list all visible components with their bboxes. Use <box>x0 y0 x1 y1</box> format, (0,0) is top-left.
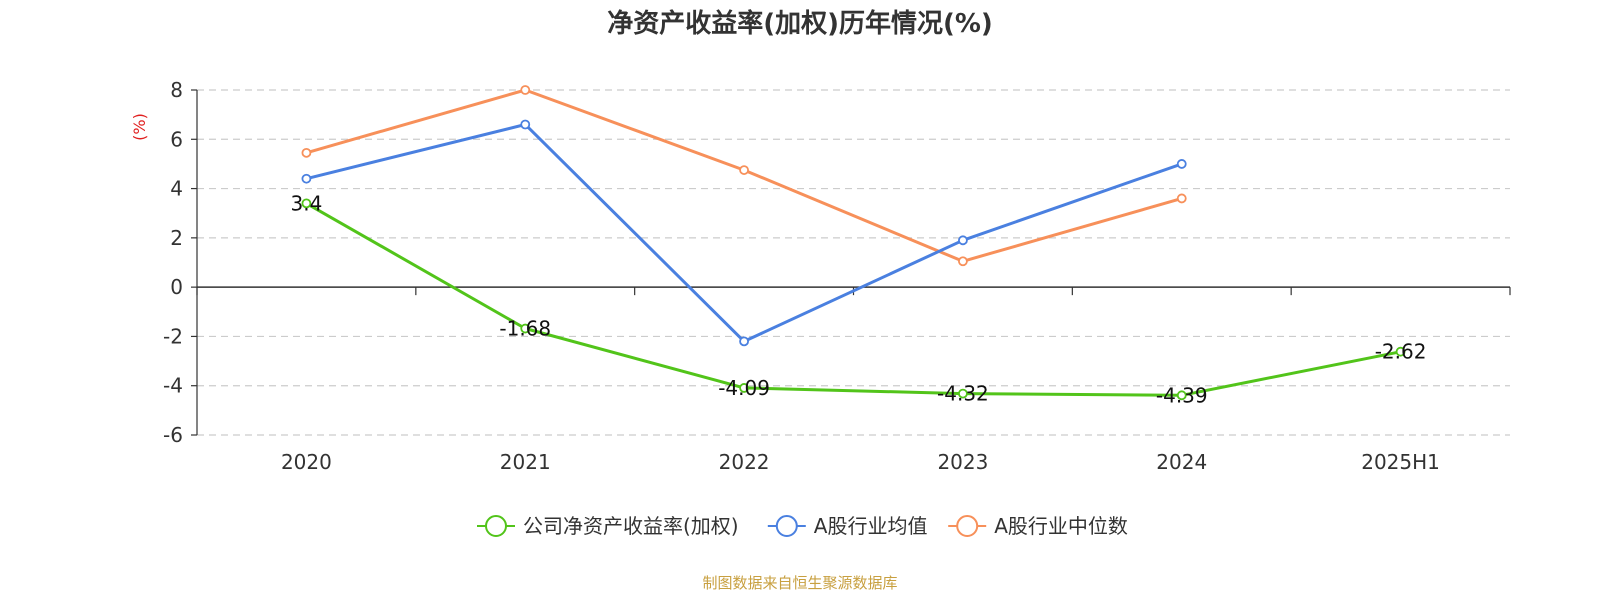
axes: 8 6 4 2 0 -2 -4 -6 2020 2021 2022 2023 2024 2025H1 <box>163 78 1511 474</box>
data-label: -4.09 <box>718 376 770 400</box>
series-lines <box>305 88 1401 397</box>
series-line <box>306 123 1183 343</box>
legend-label: 公司净资产收益率(加权) <box>523 514 739 538</box>
legend-circle-icon <box>485 515 507 537</box>
y-tick-label: 2 <box>170 226 183 250</box>
data-point[interactable] <box>1395 346 1406 357</box>
x-tick-label: 2021 <box>500 450 551 474</box>
series-line <box>305 202 1401 397</box>
legend-item[interactable]: A股行业中位数 <box>948 514 1128 538</box>
data-point[interactable] <box>1176 193 1187 204</box>
data-label: -4.39 <box>1156 383 1208 407</box>
data-label: -1.68 <box>499 317 551 341</box>
x-tick-label: 2024 <box>1156 450 1207 474</box>
data-point[interactable] <box>520 323 531 334</box>
data-point[interactable] <box>1176 390 1187 401</box>
data-point[interactable] <box>301 173 312 184</box>
data-point[interactable] <box>1176 159 1187 169</box>
series-line <box>305 88 1183 263</box>
data-label: 3.4 <box>291 191 323 215</box>
series-points <box>301 85 1406 401</box>
data-point[interactable] <box>520 85 531 95</box>
y-tick-label: -6 <box>163 423 183 447</box>
y-tick-label: 6 <box>170 127 183 151</box>
legend: 公司净资产收益率(加权) A股行业均值 A股行业中位数 <box>477 514 1128 538</box>
data-point[interactable] <box>739 383 749 393</box>
x-tick-label: 2025H1 <box>1361 450 1440 474</box>
y-axis-unit-label: (%) <box>130 113 149 141</box>
data-point[interactable] <box>301 147 312 158</box>
data-point[interactable] <box>958 235 968 246</box>
data-label: -4.32 <box>937 382 989 406</box>
y-tick-label: -2 <box>163 324 183 348</box>
source-note: 制图数据来自恒生聚源数据库 <box>702 574 897 592</box>
data-point[interactable] <box>958 388 968 399</box>
x-tick-label: 2023 <box>937 450 988 474</box>
chart-title: 净资产收益率(加权)历年情况(%) <box>607 8 993 39</box>
legend-item[interactable]: A股行业均值 <box>767 514 928 538</box>
x-tick-label: 2020 <box>281 450 332 474</box>
data-point[interactable] <box>301 198 312 209</box>
grid-lines <box>197 89 1510 436</box>
data-point[interactable] <box>739 336 749 347</box>
data-labels: 3.4 -1.68 -4.09 -4.32 -4.39 -2.62 <box>291 191 1427 407</box>
data-point[interactable] <box>958 256 968 267</box>
data-point[interactable] <box>520 119 531 130</box>
legend-label: A股行业中位数 <box>994 514 1128 538</box>
y-tick-label: 4 <box>170 177 183 201</box>
legend-item[interactable]: 公司净资产收益率(加权) <box>477 514 739 538</box>
data-point[interactable] <box>739 165 749 175</box>
legend-label: A股行业均值 <box>814 514 928 538</box>
legend-circle-icon <box>956 515 979 537</box>
y-tick-label: -4 <box>163 374 183 398</box>
x-tick-label: 2022 <box>719 450 770 474</box>
legend-circle-icon <box>775 515 798 537</box>
y-tick-label: 0 <box>170 275 183 299</box>
data-label: -2.62 <box>1375 340 1427 364</box>
y-tick-label: 8 <box>170 78 183 102</box>
